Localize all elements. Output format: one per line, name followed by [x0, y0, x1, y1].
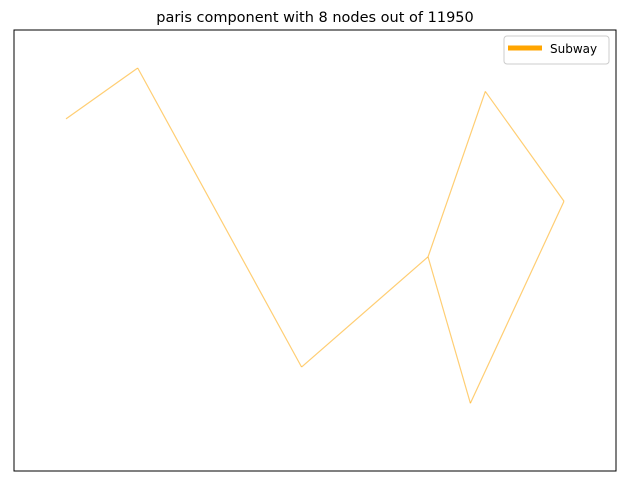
plot-area [13, 29, 617, 472]
subway-edge-4 [427, 91, 486, 258]
subway-edge-3 [301, 256, 429, 368]
subway-edge-2 [137, 67, 303, 368]
subway-edge-6 [469, 200, 565, 404]
subway-edge-1 [65, 67, 139, 120]
legend: Subway [503, 35, 610, 65]
chart-title: paris component with 8 nodes out of 1195… [156, 10, 474, 26]
subway-edge-7 [427, 256, 471, 404]
legend-label-subway: Subway [550, 42, 597, 56]
edge-layer [65, 67, 565, 404]
subway-edge-5 [484, 91, 565, 202]
legend-box [503, 35, 610, 65]
